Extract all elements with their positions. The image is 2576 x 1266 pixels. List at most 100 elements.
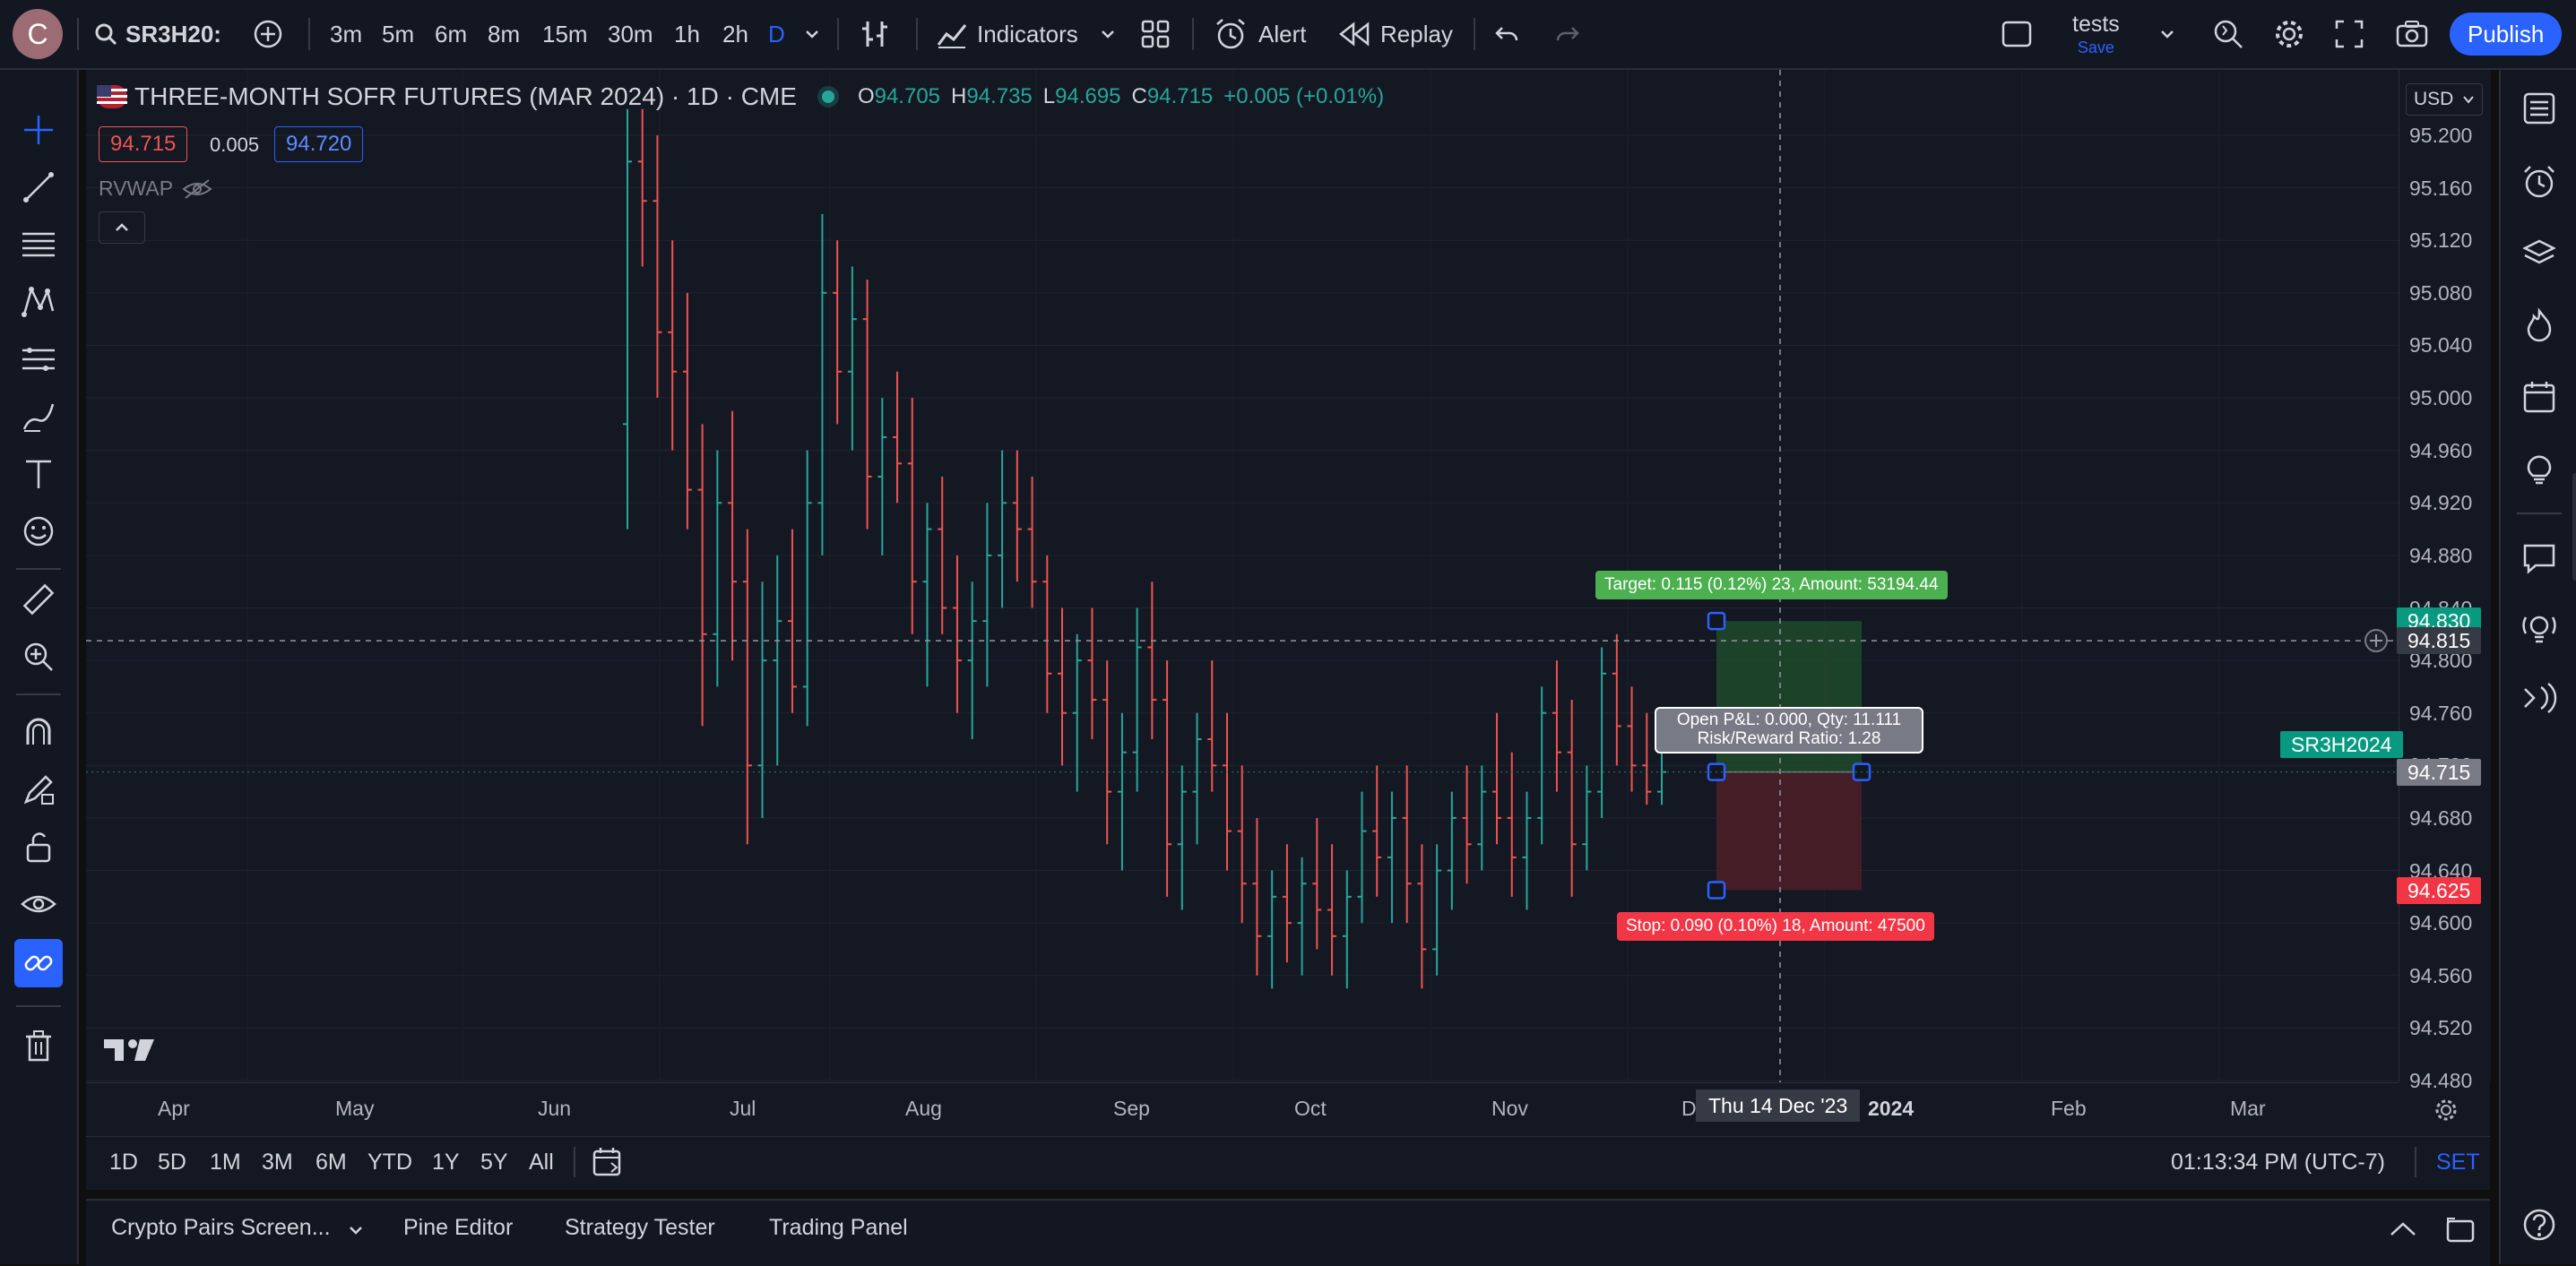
axis-settings-button[interactable] xyxy=(2433,1097,2459,1128)
chart-area[interactable] xyxy=(86,70,2490,1190)
sell-price-button[interactable]: 94.715 xyxy=(99,126,188,162)
range-3m[interactable]: 3M xyxy=(262,1150,293,1175)
range-all[interactable]: All xyxy=(529,1150,554,1175)
magnet-icon xyxy=(26,718,51,745)
tab-pine-editor[interactable]: Pine Editor xyxy=(403,1215,514,1240)
ohlc-bar xyxy=(1312,817,1322,950)
indicators-dropdown[interactable] xyxy=(1099,0,1117,68)
fib-tool[interactable] xyxy=(16,222,61,267)
long-position-tool[interactable] xyxy=(1707,611,1871,900)
target-label[interactable]: Target: 0.115 (0.12%) 23, Amount: 53194.… xyxy=(1595,571,1948,599)
help-button[interactable] xyxy=(2517,1202,2562,1247)
range-5d[interactable]: 5D xyxy=(158,1150,186,1175)
sidebar-scrollbar[interactable] xyxy=(2572,473,2576,581)
chats-button[interactable] xyxy=(2517,536,2562,581)
fullscreen-layout-button[interactable] xyxy=(2001,0,2033,68)
layouts-button[interactable] xyxy=(1140,0,1171,68)
maximize-panel-button[interactable] xyxy=(2445,1217,2476,1248)
price-chart[interactable] xyxy=(86,70,2399,1082)
chart-legend: THREE-MONTH SOFR FUTURES (MAR 2024) · 1D… xyxy=(97,82,1384,111)
add-price-button[interactable] xyxy=(2363,627,2390,654)
tab-trading-panel[interactable]: Trading Panel xyxy=(769,1215,908,1240)
interval-6m[interactable]: 6m xyxy=(435,20,468,47)
range-1y[interactable]: 1Y xyxy=(432,1150,460,1175)
remove-drawings-tool[interactable] xyxy=(16,1023,61,1068)
forecast-tool[interactable] xyxy=(16,337,61,382)
watchlist-button[interactable] xyxy=(2517,86,2562,131)
settings-button[interactable] xyxy=(2273,0,2305,68)
handle-target xyxy=(1707,611,1726,631)
buy-price-button[interactable]: 94.720 xyxy=(274,126,364,162)
pattern-tool[interactable] xyxy=(16,280,61,324)
ideas-button[interactable] xyxy=(2517,446,2562,491)
signals-button[interactable] xyxy=(2517,606,2562,650)
undo-button[interactable] xyxy=(1493,0,1520,68)
interval-8m[interactable]: 8m xyxy=(488,20,521,47)
go-to-date-button[interactable] xyxy=(592,1145,626,1184)
quick-search-button[interactable] xyxy=(2212,0,2244,68)
redo-button[interactable] xyxy=(1554,0,1581,68)
symbol-title[interactable]: THREE-MONTH SOFR FUTURES (MAR 2024) · 1D… xyxy=(134,82,797,110)
layout-dropdown[interactable] xyxy=(2158,0,2176,68)
range-1d[interactable]: 1D xyxy=(109,1150,138,1175)
interval-1h[interactable]: 1h xyxy=(674,20,700,47)
stop-label[interactable]: Stop: 0.090 (0.10%) 18, Amount: 47500 xyxy=(1617,912,1934,941)
hotlists-button[interactable] xyxy=(2517,303,2562,348)
magnet-tool[interactable] xyxy=(16,710,61,754)
alerts-panel-button[interactable] xyxy=(2517,159,2562,204)
compare-button[interactable] xyxy=(253,0,283,68)
range-5y[interactable]: 5Y xyxy=(480,1150,508,1175)
collapse-legend-button[interactable] xyxy=(99,211,145,244)
keep-drawing-tool[interactable] xyxy=(16,767,61,812)
interval-5m[interactable]: 5m xyxy=(382,20,415,47)
text-tool[interactable] xyxy=(16,452,61,496)
object-tree-button[interactable] xyxy=(2517,231,2562,276)
interval-2h[interactable]: 2h xyxy=(722,20,748,47)
time-axis[interactable] xyxy=(86,1082,2399,1137)
market-status-dot[interactable] xyxy=(821,90,834,103)
indicators-button[interactable]: Indicators xyxy=(936,0,1078,68)
brush-tool[interactable] xyxy=(16,394,61,439)
interval-d-active[interactable]: D xyxy=(768,20,785,47)
screener-dropdown[interactable] xyxy=(348,1222,364,1243)
interval-dropdown[interactable] xyxy=(803,0,821,68)
crosshair-tool[interactable] xyxy=(16,108,61,152)
tab-strategy-tester[interactable]: Strategy Tester xyxy=(565,1215,715,1240)
eye-hidden-icon[interactable] xyxy=(182,178,212,200)
collapse-panel-button[interactable] xyxy=(2388,1219,2418,1244)
indicator-legend[interactable]: RVWAP xyxy=(99,177,212,201)
layout-name-button[interactable]: tests Save xyxy=(2072,0,2120,68)
session-label[interactable]: SET xyxy=(2436,1150,2480,1175)
clock-label[interactable]: 01:13:34 PM (UTC-7) xyxy=(2171,1150,2385,1175)
chat-icon xyxy=(2523,544,2555,574)
streams-button[interactable] xyxy=(2517,676,2562,720)
chart-type-button[interactable] xyxy=(859,0,891,68)
ruler-tool[interactable] xyxy=(16,577,61,622)
symbol-search-button[interactable]: SR3H20: xyxy=(93,0,221,68)
lock-drawings-tool[interactable] xyxy=(16,824,61,869)
ohlc-bar xyxy=(1222,712,1232,871)
price-axis[interactable] xyxy=(2399,70,2491,1082)
interval-15m[interactable]: 15m xyxy=(542,20,588,47)
zoom-tool[interactable] xyxy=(16,634,61,679)
trend-line-tool[interactable] xyxy=(16,165,61,210)
range-6m[interactable]: 6M xyxy=(316,1150,347,1175)
interval-30m[interactable]: 30m xyxy=(608,20,653,47)
sync-drawings-tool[interactable] xyxy=(14,939,63,987)
tradingview-logo[interactable] xyxy=(104,1038,156,1067)
range-1m[interactable]: 1M xyxy=(210,1150,241,1175)
publish-button[interactable]: Publish xyxy=(2450,13,2563,56)
alert-button[interactable]: Alert xyxy=(1214,0,1306,68)
currency-selector[interactable]: USD xyxy=(2406,83,2483,116)
emoji-tool[interactable] xyxy=(16,509,61,554)
interval-3m[interactable]: 3m xyxy=(330,20,363,47)
fullscreen-button[interactable] xyxy=(2334,0,2364,68)
price-axis-label: 94.760 xyxy=(2409,701,2473,725)
calendar-button[interactable] xyxy=(2517,375,2562,419)
range-ytd[interactable]: YTD xyxy=(367,1150,412,1175)
snapshot-button[interactable] xyxy=(2395,0,2429,68)
hide-drawings-tool[interactable] xyxy=(16,882,61,926)
user-avatar[interactable]: C xyxy=(13,0,63,68)
replay-button[interactable]: Replay xyxy=(1339,0,1453,68)
tab-crypto-screener[interactable]: Crypto Pairs Screen... xyxy=(111,1215,331,1240)
